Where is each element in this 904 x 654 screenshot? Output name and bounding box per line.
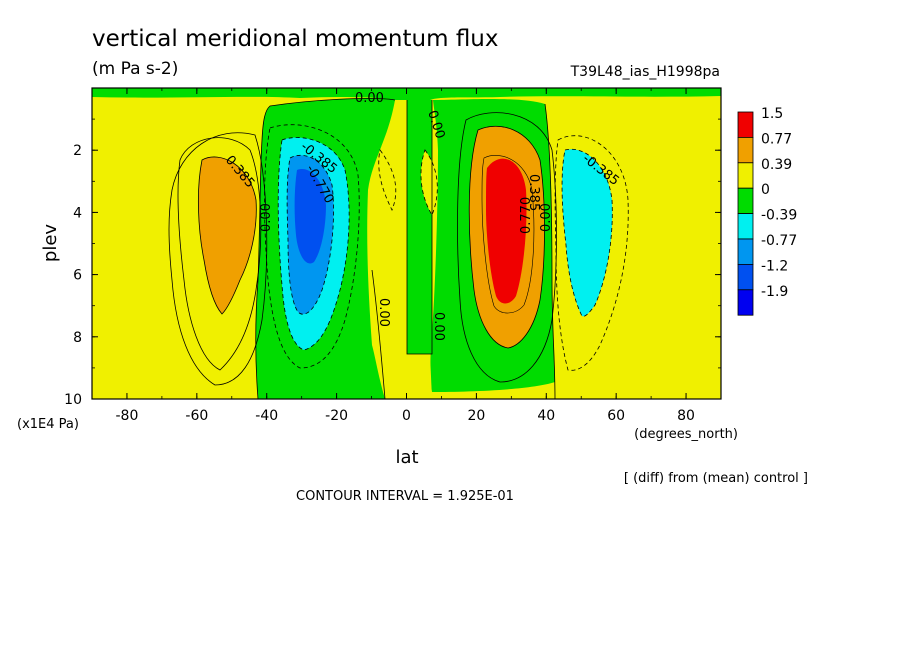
negative-contours xyxy=(264,124,629,371)
colorbar-label: 0 xyxy=(761,182,770,198)
colorbar-label: 1.5 xyxy=(761,106,783,122)
green-equatorial-band xyxy=(407,100,432,354)
x-tick-label: -80 xyxy=(116,408,139,424)
contour-label: 0.00 xyxy=(376,298,391,327)
x-axis: -80 -60 -40 -20 0 20 40 60 80 xyxy=(91,88,722,424)
plot-background xyxy=(92,88,721,399)
x-tick-label: 40 xyxy=(537,408,555,424)
colorbar-swatch xyxy=(737,111,754,138)
colorbar-label: -0.77 xyxy=(761,233,797,249)
colorbar-swatch xyxy=(737,263,754,291)
chart-subtitle: (m Pa s-2) xyxy=(92,59,178,79)
contour-interval: CONTOUR INTERVAL = 1.925E-01 xyxy=(296,489,514,504)
yellow-patch xyxy=(378,150,396,210)
contour-label: 0.00 xyxy=(259,203,274,232)
run-label: T39L48_ias_H1998pa xyxy=(570,64,720,80)
colorbar: 1.5 0.77 0.39 0 -0.39 -0.77 -1.2 -1.9 xyxy=(737,106,797,316)
y-axis-units: (x1E4 Pa) xyxy=(17,417,79,432)
colorbar-swatch xyxy=(737,289,754,316)
x-tick-label: -60 xyxy=(185,408,208,424)
yellow-patch xyxy=(406,354,432,399)
colorbar-swatch xyxy=(737,136,754,164)
colorbar-swatch xyxy=(737,238,754,265)
y-axis-label: plev xyxy=(40,224,61,263)
contour-label: 0.770 xyxy=(519,197,534,234)
y-tick-label: 8 xyxy=(73,330,82,346)
colorbar-swatch xyxy=(737,187,754,214)
red-core-north xyxy=(486,158,527,304)
y-tick-label: 2 xyxy=(73,143,82,159)
x-tick-label: -40 xyxy=(255,408,278,424)
colorbar-swatch xyxy=(737,213,754,240)
x-axis-label: lat xyxy=(395,447,418,468)
contour-label: 0.385 xyxy=(526,174,541,211)
colorbar-label: -1.9 xyxy=(761,284,788,300)
orange-region-south xyxy=(198,156,257,314)
x-tick-label: 80 xyxy=(677,408,695,424)
contour-label: 0.00 xyxy=(431,312,446,341)
y-tick-label: 4 xyxy=(73,205,82,221)
colorbar-label: -0.39 xyxy=(761,208,797,224)
chart-title: vertical meridional momentum flux xyxy=(92,26,499,52)
y-axis: 2 4 6 8 10 xyxy=(64,118,721,408)
x-tick-label: 20 xyxy=(467,408,485,424)
colorbar-label: -1.2 xyxy=(761,258,788,274)
positive-contours xyxy=(168,98,557,400)
y-tick-label: 10 xyxy=(64,392,82,408)
x-tick-label: -20 xyxy=(325,408,348,424)
colorbar-label: 0.77 xyxy=(761,131,792,147)
colorbar-swatch xyxy=(737,162,754,189)
colorbar-label: 0.39 xyxy=(761,157,792,173)
x-axis-units: (degrees_north) xyxy=(634,427,738,442)
contour-label: 0.00 xyxy=(539,203,554,232)
y-tick-label: 6 xyxy=(73,268,82,284)
dark-blue-core-south xyxy=(294,169,326,264)
footnote: [ (diff) from (mean) control ] xyxy=(624,471,808,486)
contour-label: 0.00 xyxy=(355,91,384,106)
cyan-region-north xyxy=(562,149,613,317)
x-tick-label: 0 xyxy=(402,408,411,424)
x-tick-label: 60 xyxy=(607,408,625,424)
plot-area xyxy=(92,88,721,400)
